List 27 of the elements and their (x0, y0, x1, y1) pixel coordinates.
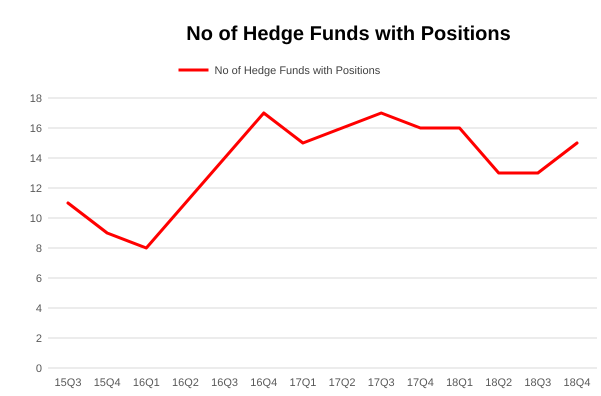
x-tick-label: 17Q4 (406, 377, 434, 389)
y-tick-label: 12 (30, 182, 42, 195)
y-tick-label: 2 (36, 332, 42, 345)
x-tick-label: 16Q1 (132, 377, 160, 389)
line-series (66, 112, 578, 250)
y-tick-label: 8 (36, 242, 42, 255)
y-tick-label: 6 (36, 272, 42, 285)
x-tick-label: 17Q3 (368, 377, 395, 389)
x-tick-label: 18Q3 (524, 377, 552, 389)
x-tick-label: 15Q4 (94, 377, 121, 389)
x-tick-label: 16Q4 (250, 377, 278, 389)
x-tick-label: 17Q2 (328, 377, 356, 389)
y-tick-label: 18 (30, 92, 42, 105)
x-tick-label: 15Q3 (54, 377, 82, 389)
chart-title: No of Hedge Funds with Positions (186, 23, 511, 45)
y-tick-label: 14 (30, 152, 42, 165)
x-tick-label: 18Q4 (564, 377, 590, 389)
y-tick-label: 4 (36, 302, 42, 315)
y-tick-label: 0 (36, 362, 42, 375)
legend-label: No of Hedge Funds with Positions (214, 64, 381, 77)
y-tick-label: 10 (30, 212, 42, 225)
x-tick-label: 17Q1 (289, 377, 316, 389)
y-tick-label: 16 (30, 122, 42, 135)
x-tick-label: 16Q3 (211, 377, 238, 389)
x-tick-label: 16Q2 (172, 377, 199, 389)
x-tick-label: 18Q1 (446, 377, 473, 389)
x-tick-label: 18Q2 (485, 377, 512, 389)
